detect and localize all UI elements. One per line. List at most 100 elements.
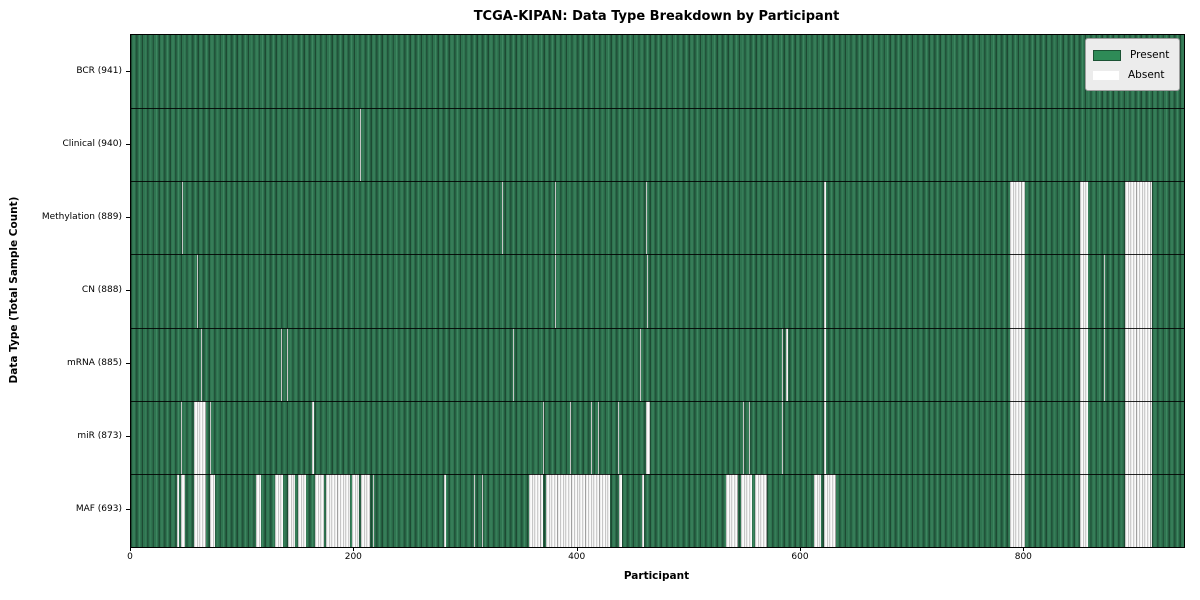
row-separator <box>131 181 1184 183</box>
absent-stripe <box>555 254 557 328</box>
absent-stripe <box>786 327 788 401</box>
absent-stripe <box>1080 473 1088 547</box>
absent-stripe <box>311 400 315 474</box>
absent-stripe <box>591 400 593 474</box>
x-tick-mark <box>1023 547 1025 551</box>
y-tick-mark <box>126 143 130 145</box>
heatmap-row-clinical <box>131 108 1184 182</box>
absent-stripe <box>555 181 557 255</box>
absent-stripe <box>1009 327 1026 401</box>
absent-stripe <box>528 473 544 547</box>
absent-stripe <box>742 400 745 474</box>
plot-area <box>130 34 1185 548</box>
absent-stripe <box>181 473 185 547</box>
absent-stripe <box>298 473 307 547</box>
x-tick-mark <box>576 547 578 551</box>
row-separator <box>131 400 1184 402</box>
absent-stripe <box>824 254 826 328</box>
absent-stripe <box>1103 254 1105 328</box>
chart-title: TCGA-KIPAN: Data Type Breakdown by Parti… <box>473 9 840 24</box>
absent-stripe <box>501 181 503 255</box>
absent-stripe <box>210 400 212 474</box>
absent-stripe <box>597 400 599 474</box>
absent-stripe <box>1009 181 1026 255</box>
absent-stripe <box>546 473 611 547</box>
heatmap-row-mir <box>131 400 1184 474</box>
y-tick-label-clinical: Clinical (940) <box>62 138 122 149</box>
absent-stripe <box>1080 254 1088 328</box>
y-tick-mark <box>126 290 130 291</box>
absent-stripe <box>618 473 623 547</box>
absent-stripe <box>1009 473 1026 547</box>
absent-stripe <box>824 473 836 547</box>
legend-entry-present: Present <box>1093 45 1172 65</box>
absent-stripe <box>176 473 179 547</box>
absent-stripe <box>275 473 283 547</box>
absent-stripe <box>617 400 619 474</box>
y-tick-label-cn: CN (888) <box>81 285 122 295</box>
absent-stripe <box>181 400 183 474</box>
y-tick-label-mir: miR (873) <box>77 431 122 442</box>
absent-stripe <box>748 400 750 474</box>
legend-label: Absent <box>1128 69 1165 81</box>
absent-stripe <box>359 108 362 182</box>
absent-stripe <box>782 400 784 474</box>
absent-stripe <box>280 327 282 401</box>
absent-stripe <box>193 473 206 547</box>
x-tick-mark <box>799 547 801 551</box>
absent-stripe <box>196 254 198 328</box>
absent-stripe <box>256 473 261 547</box>
absent-stripe <box>326 473 350 547</box>
absent-stripe <box>288 473 296 547</box>
y-tick-label-maf: MAF (693) <box>75 504 122 515</box>
absent-stripe <box>481 473 483 547</box>
absent-stripe <box>1124 181 1152 255</box>
absent-stripe <box>543 400 545 474</box>
y-tick-mark <box>126 70 130 72</box>
heatmap-row-bcr <box>131 35 1184 109</box>
absent-stripe <box>824 327 826 401</box>
absent-stripe <box>755 473 768 547</box>
x-tick-label: 0 <box>127 552 133 562</box>
absent-stripe <box>315 473 325 547</box>
heatmap-row-mrna <box>131 327 1184 401</box>
legend-label: Present <box>1130 49 1170 61</box>
row-separator <box>131 473 1184 475</box>
absent-stripe <box>1124 400 1152 474</box>
absent-stripe <box>182 181 184 255</box>
absent-stripe <box>1124 254 1152 328</box>
absent-stripe <box>512 327 514 401</box>
absent-stripe <box>193 400 206 474</box>
absent-stripe <box>645 181 647 255</box>
y-tick-mark <box>126 363 130 365</box>
absent-stripe <box>210 473 215 547</box>
absent-stripe <box>201 327 203 401</box>
heatmap-row-maf <box>131 473 1184 547</box>
absent-stripe <box>1124 327 1152 401</box>
x-tick-mark <box>130 547 131 551</box>
x-tick-label: 800 <box>1014 552 1032 562</box>
absent-stripe <box>814 473 822 547</box>
heatmap-row-methylation <box>131 181 1184 255</box>
absent-stripe <box>1080 400 1088 474</box>
legend-swatch-absent <box>1093 70 1119 80</box>
absent-stripe <box>1103 327 1105 401</box>
absent-stripe <box>640 327 642 401</box>
absent-stripe <box>740 473 752 547</box>
x-axis-label: Participant <box>623 570 690 582</box>
absent-stripe <box>1080 327 1088 401</box>
y-tick-label-mrna: mRNA (885) <box>67 358 122 369</box>
absent-stripe <box>1124 473 1152 547</box>
x-tick-label: 600 <box>791 552 809 562</box>
absent-stripe <box>287 327 289 401</box>
absent-stripe <box>646 254 648 328</box>
absent-stripe <box>443 473 446 547</box>
x-tick-mark <box>353 547 355 551</box>
row-separator <box>131 327 1184 329</box>
absent-stripe <box>1080 181 1088 255</box>
y-tick-mark <box>126 509 130 511</box>
absent-stripe <box>473 473 475 547</box>
legend-swatch-present <box>1093 49 1121 61</box>
x-tick-label: 400 <box>568 552 586 562</box>
y-tick-label-methylation: Methylation (889) <box>41 211 122 222</box>
